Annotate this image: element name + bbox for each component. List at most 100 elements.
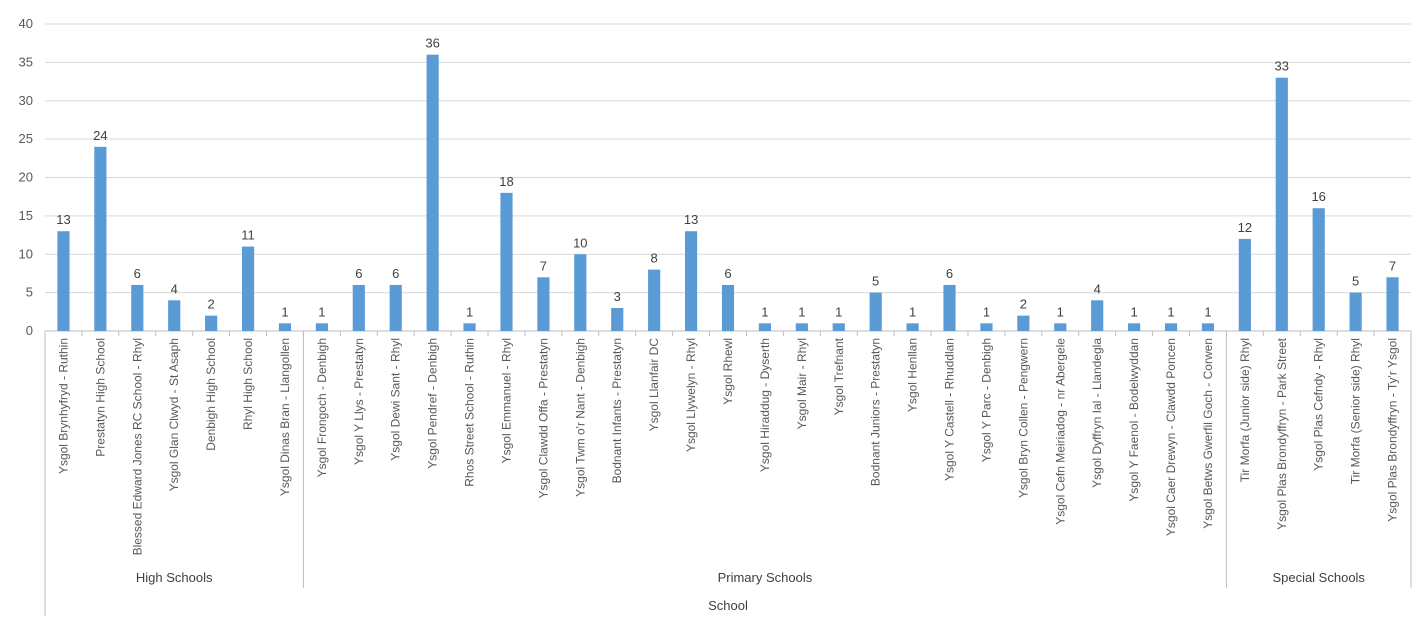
x-tick-label: Ysgol Mair - Rhyl xyxy=(795,338,809,429)
y-tick-label: 40 xyxy=(19,16,33,31)
data-label: 6 xyxy=(392,266,399,281)
data-label: 36 xyxy=(425,36,439,51)
data-label: 6 xyxy=(724,266,731,281)
x-tick-label: Rhyl High School xyxy=(241,338,255,430)
bar xyxy=(574,254,587,331)
data-label: 6 xyxy=(134,266,141,281)
data-label: 13 xyxy=(56,212,70,227)
data-label: 1 xyxy=(281,304,288,319)
bar xyxy=(1164,323,1178,331)
bar xyxy=(980,323,993,331)
bar xyxy=(795,323,808,331)
data-label: 2 xyxy=(1020,297,1027,312)
y-tick-label: 0 xyxy=(26,323,33,338)
data-label: 1 xyxy=(835,304,842,319)
bar xyxy=(537,277,550,331)
x-tick-label: Ysgol Cefn Meiriadog - nr Abergele xyxy=(1053,338,1067,525)
data-label: 18 xyxy=(499,174,513,189)
data-label: 1 xyxy=(1057,304,1064,319)
bar xyxy=(1312,208,1325,331)
data-label: 33 xyxy=(1275,59,1289,74)
x-tick-label: Blessed Edward Jones RC School - Rhyl xyxy=(130,338,144,555)
bar xyxy=(906,323,919,331)
x-tick-label: Ysgol Trefnant xyxy=(832,337,846,415)
x-tick-label: Ysgol Caer Drewyn - Clawdd Poncen xyxy=(1164,338,1178,536)
data-label: 11 xyxy=(241,228,255,243)
y-tick-label: 30 xyxy=(19,93,33,108)
data-label: 1 xyxy=(909,304,916,319)
bar xyxy=(1386,277,1399,331)
bar xyxy=(426,54,439,331)
bar xyxy=(205,315,218,331)
x-tick-label: Ysgol Clawdd Offa - Prestatyn xyxy=(536,338,550,499)
bar xyxy=(1349,292,1362,331)
bar xyxy=(131,284,144,331)
data-label: 4 xyxy=(171,281,178,296)
data-label: 1 xyxy=(1130,304,1137,319)
bar xyxy=(315,323,328,331)
x-tick-label: Ysgol Y Llys - Prestatyn xyxy=(352,338,366,465)
x-tick-label: Ysgol Y Parc - Denbigh xyxy=(979,338,993,462)
bar xyxy=(463,323,476,331)
x-tick-label: Ysgol Hiraddug - Dyserth xyxy=(758,338,772,472)
y-tick-label: 20 xyxy=(19,170,33,185)
bar xyxy=(168,300,181,331)
bar xyxy=(352,284,365,331)
data-label: 7 xyxy=(1389,258,1396,273)
data-label: 13 xyxy=(684,212,698,227)
data-label: 10 xyxy=(573,235,587,250)
data-label: 1 xyxy=(1167,304,1174,319)
bar xyxy=(611,307,624,331)
x-tick-label: Ysgol Dinas Bran - Llangollen xyxy=(278,338,292,496)
x-tick-label: Ysgol Y Castell - Rhuddlan xyxy=(943,338,957,481)
x-tick-label: Ysgol Bryn Collen - Pengwern xyxy=(1016,338,1030,498)
data-label: 6 xyxy=(355,266,362,281)
bar xyxy=(684,231,698,331)
x-tick-label: Ysgol Llanfair DC xyxy=(647,338,661,432)
x-tick-label: Ysgol Betws Gwerfil Goch - Corwen xyxy=(1201,338,1215,529)
x-tick-label: Ysgol Brynhyfryd - Ruthin xyxy=(56,338,70,474)
bar xyxy=(389,284,402,331)
y-tick-label: 25 xyxy=(19,131,33,146)
bar xyxy=(1275,77,1288,331)
bar xyxy=(869,292,882,331)
bar xyxy=(1201,323,1215,331)
x-tick-label: Ysgol Dyffryn Ial - Llandegla xyxy=(1090,338,1104,488)
y-tick-label: 10 xyxy=(19,246,33,261)
y-tick-label: 15 xyxy=(19,208,33,223)
bar xyxy=(94,146,107,331)
bar xyxy=(721,284,735,331)
y-tick-label: 35 xyxy=(19,54,33,69)
bar xyxy=(1128,323,1141,331)
y-tick-label: 5 xyxy=(26,285,33,300)
data-label: 12 xyxy=(1238,220,1252,235)
bar xyxy=(648,269,661,331)
bar xyxy=(500,192,513,331)
data-label: 4 xyxy=(1094,281,1101,296)
x-tick-label: Rhos Street School - Ruthin xyxy=(463,338,477,487)
data-label: 1 xyxy=(761,304,768,319)
group-label: High Schools xyxy=(136,570,213,585)
x-tick-label: Ysgol Twm o'r Nant - Denbigh xyxy=(573,338,587,497)
x-tick-label: Ysgol Plas Brondyffryn - Ty'r Ysgol xyxy=(1386,338,1400,522)
x-tick-label: Prestatyn High School xyxy=(93,338,107,457)
x-tick-label: Bodnant Juniors - Prestatyn xyxy=(869,338,883,486)
bar xyxy=(1054,323,1067,331)
x-tick-label: Denbigh High School xyxy=(204,338,218,451)
x-tick-label: Ysgol Pendref - Denbigh xyxy=(426,338,440,469)
data-label: 1 xyxy=(466,304,473,319)
x-tick-label: Bodnant Infants - Prestatyn xyxy=(610,338,624,483)
data-label: 6 xyxy=(946,266,953,281)
x-tick-label: Ysgol Dewi Sant - Rhyl xyxy=(389,338,403,461)
bar xyxy=(758,323,772,331)
x-tick-label: Ysgol Llywelyn - Rhyl xyxy=(684,338,698,452)
bar xyxy=(1091,300,1104,331)
x-tick-label: Ysgol Plas Brondyffryn - Park Street xyxy=(1275,337,1289,530)
data-label: 7 xyxy=(540,258,547,273)
data-label: 1 xyxy=(798,304,805,319)
data-label: 3 xyxy=(614,289,621,304)
x-tick-label: Ysgol Rhewl xyxy=(721,338,735,405)
bar xyxy=(278,323,292,331)
